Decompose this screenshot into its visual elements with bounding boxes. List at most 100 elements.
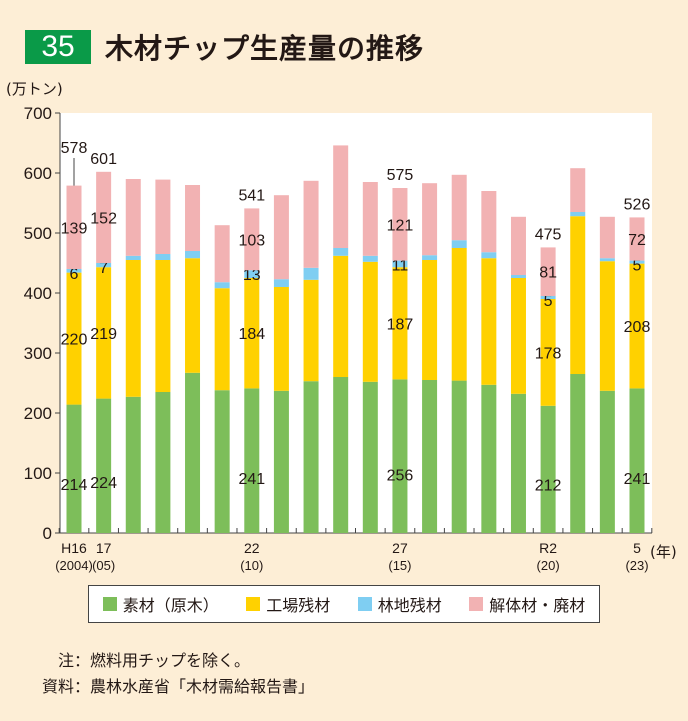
y-tick-label: 500 [24, 224, 52, 243]
bar-segment [273, 390, 289, 533]
data-label: 241 [624, 471, 651, 488]
bar-segment [362, 261, 378, 382]
bar-segment [540, 405, 556, 533]
legend-item-demolition-waste: 解体材・廃材 [469, 592, 585, 616]
bar-segment [66, 269, 82, 273]
y-tick-label: 700 [24, 104, 52, 123]
note-row: 注： 燃料用チップを除く。 [26, 648, 314, 674]
legend-label: 素材（原木） [122, 596, 219, 615]
bar-segment [273, 287, 289, 391]
legend-swatch [469, 597, 484, 611]
chart-title: 木材チップ生産量の推移 [105, 32, 425, 65]
bar-segment [333, 255, 349, 377]
data-label: 178 [535, 345, 562, 362]
x-tick-sublabel: (10) [240, 558, 263, 573]
bar-segment [96, 267, 112, 399]
bar-segment [362, 182, 378, 256]
bar-segment [599, 258, 615, 262]
bar-segment [125, 179, 141, 256]
data-label: 11 [392, 258, 409, 275]
bar-segment [214, 288, 230, 391]
data-label: 13 [243, 267, 261, 284]
legend-swatch [246, 597, 261, 611]
data-label: 224 [90, 475, 117, 492]
data-label: 5 [633, 258, 642, 275]
bar-segment [629, 260, 645, 264]
bar-segment [510, 278, 526, 394]
bar-segment [155, 392, 171, 533]
bar-segment [422, 260, 438, 380]
data-label: 241 [238, 471, 265, 488]
x-tick-label: 5 [633, 540, 641, 556]
data-label: 72 [628, 232, 646, 249]
data-label: 7 [99, 260, 108, 277]
bar-segment [510, 275, 526, 278]
total-label: 475 [535, 226, 562, 243]
data-label: 139 [61, 220, 88, 237]
bar-segment [481, 191, 497, 253]
total-label: 526 [624, 196, 651, 213]
x-tick-label: H16 [61, 540, 87, 556]
bar-segment [96, 398, 112, 533]
bar-segment [599, 216, 615, 259]
x-axis-unit-label: (年) [650, 543, 677, 561]
y-tick-label: 0 [43, 524, 52, 543]
total-label: 575 [387, 167, 414, 184]
bar-segment [66, 404, 82, 533]
bar-segment [155, 260, 171, 392]
bar-segment [273, 279, 289, 287]
bar-segment [66, 185, 82, 269]
bar-segment [333, 377, 349, 533]
bar-segment [244, 388, 260, 533]
bar-segment [273, 195, 289, 280]
bar-segment [451, 248, 467, 381]
x-tick-label: R2 [539, 540, 557, 556]
bar-segment [392, 379, 408, 533]
legend-label: 解体材・廃材 [489, 596, 586, 615]
legend-label: 工場残材 [266, 596, 331, 615]
plot-area [60, 113, 652, 533]
bar-segment [362, 255, 378, 262]
bar-segment [214, 390, 230, 533]
stacked-bar-chart: 0 100 200 300 400 500 600 700 214 220 6 139 224 219 7 1… [24, 104, 653, 573]
data-label: 81 [539, 265, 557, 282]
bar-segment [155, 179, 171, 254]
bar-segment [303, 180, 319, 268]
bar-segment [451, 240, 467, 248]
chart-header: 35 木材チップ生産量の推移 [25, 27, 424, 67]
bar-segment [244, 270, 260, 278]
bar-segment [185, 185, 201, 251]
bar-segment [599, 390, 615, 533]
x-tick-label: 17 [96, 540, 112, 556]
y-tick-label: 300 [24, 344, 52, 363]
bar-segment [333, 248, 349, 256]
x-tick-sublabel: (20) [537, 558, 560, 573]
bar-segment [125, 255, 141, 260]
bar-segment [629, 263, 645, 389]
data-label: 212 [535, 478, 562, 495]
x-tick-sublabel: (05) [92, 558, 115, 573]
bar-segment [185, 372, 201, 533]
legend-item-factory-residue: 工場残材 [246, 592, 330, 616]
total-label: 601 [90, 151, 117, 168]
bar-segment [570, 216, 586, 374]
total-label: 541 [238, 187, 265, 204]
bar-segment [481, 252, 497, 259]
bar-segment [333, 145, 349, 248]
bar-segment [570, 374, 586, 533]
bar-segment [303, 381, 319, 533]
bar-segment [599, 261, 615, 391]
legend-item-forest-residue: 林地残材 [357, 592, 442, 616]
source-key: 資料： [41, 677, 90, 696]
bar-segment [451, 174, 467, 241]
bar-segment [244, 278, 260, 389]
data-label: 219 [90, 326, 117, 343]
bar-segment [629, 388, 645, 533]
bar-segment [570, 168, 586, 212]
bar-segment [362, 381, 378, 533]
x-tick-label: 27 [392, 540, 408, 556]
chart-legend: 素材（原木） 工場残材 林地残材 解体材・廃材 [88, 585, 600, 623]
data-label: 187 [387, 316, 414, 333]
bar-segment [96, 171, 112, 263]
legend-swatch [102, 597, 117, 611]
